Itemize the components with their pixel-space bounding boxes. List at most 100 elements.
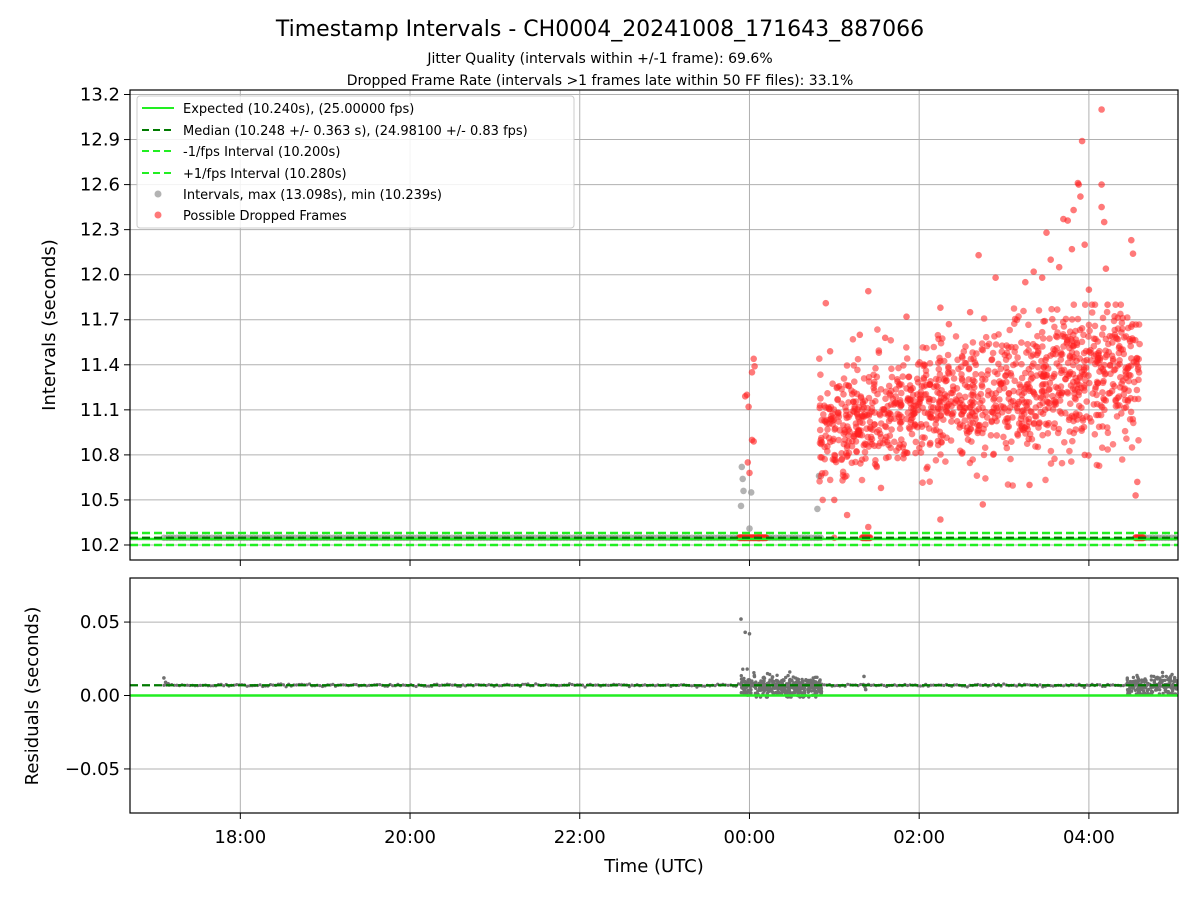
dropped-frame-point	[1005, 390, 1013, 397]
dropped-frame-point	[1095, 423, 1103, 431]
dropped-frame-point	[886, 432, 894, 440]
dropped-frame-point	[944, 369, 952, 376]
dropped-frame-point	[1034, 363, 1042, 371]
dropped-frame-point	[1053, 360, 1060, 367]
dropped-frame-point	[1031, 391, 1038, 398]
residual-point	[800, 686, 805, 691]
dropped-frame-point	[949, 409, 957, 417]
dropped-frame-point	[906, 382, 914, 389]
dropped-frame-point	[1098, 331, 1106, 338]
dropped-frame-point	[848, 442, 856, 450]
dropped-frame-point	[1125, 387, 1132, 395]
dropped-frame-point	[916, 398, 923, 406]
dropped-frame-point	[1025, 321, 1032, 329]
residual-point	[163, 680, 168, 685]
dropped-frame-point	[914, 361, 922, 368]
dropped-frame-point	[979, 501, 987, 508]
dropped-frame-point	[926, 395, 933, 403]
dropped-frame-point	[831, 496, 838, 504]
dropped-frame-point	[1000, 384, 1008, 392]
dropped-frame-point	[829, 410, 836, 417]
dropped-frame-point	[937, 451, 944, 458]
residual-point	[474, 683, 478, 687]
dropped-frame-point	[937, 438, 945, 446]
dropped-frame-point	[1018, 420, 1025, 428]
dropped-frame-point	[1047, 460, 1055, 467]
dropped-frame-point	[1032, 443, 1039, 450]
dropped-frame-point	[968, 438, 975, 445]
dropped-frame-point	[992, 341, 1000, 348]
dropped-frame-point	[1046, 335, 1053, 342]
intervals-axes-frame	[129, 89, 1179, 561]
dropped-frame-point	[1015, 398, 1023, 406]
dropped-frame-point	[939, 335, 946, 342]
dropped-frame-point	[1028, 352, 1035, 360]
dropped-frame-point	[1083, 398, 1090, 405]
dropped-frame-point	[1098, 444, 1106, 452]
dropped-frame-point	[838, 385, 845, 393]
dropped-frame-point	[972, 370, 979, 378]
intervals-y-tick-label: 11.1	[80, 400, 120, 421]
residual-point	[1082, 685, 1086, 690]
dropped-frame-point	[1135, 355, 1142, 363]
residual-point	[1157, 684, 1162, 688]
residual-point	[1025, 683, 1029, 687]
dropped-frame-point	[1067, 382, 1075, 389]
residual-point	[869, 683, 873, 688]
dropped-frame-point	[976, 399, 984, 407]
dropped-frame-point	[879, 406, 886, 413]
dropped-frame-point	[1086, 379, 1093, 387]
x-tick-label: 04:00	[1063, 827, 1115, 848]
dropped-frame-point	[1097, 411, 1105, 419]
dropped-frame-point	[903, 355, 911, 362]
dropped-frame-point	[1074, 315, 1082, 323]
intervals-panel: 10.2 10.5 10.8 11.1 11.4 11.7 12.0 12.3 12.6 12.9…	[39, 85, 1179, 566]
dropped-frame-point	[888, 426, 895, 433]
residual-point	[461, 683, 465, 687]
dropped-frame-point	[1080, 423, 1088, 431]
dropped-frame-point	[934, 389, 941, 396]
dropped-frame-point	[885, 453, 892, 461]
dropped-frame-point	[1018, 374, 1026, 382]
dropped-frame-point	[846, 428, 853, 435]
dropped-frame-point	[997, 365, 1005, 373]
dropped-frame-point	[904, 395, 912, 402]
dropped-frame-point	[1043, 229, 1050, 236]
dropped-frame-point	[1111, 383, 1118, 390]
dropped-frame-point	[849, 336, 857, 343]
residual-point	[800, 691, 805, 695]
residual-point	[318, 684, 322, 688]
dropped-frame-point	[1055, 263, 1063, 271]
dropped-frame-point	[836, 427, 844, 434]
dropped-frame-point	[1027, 376, 1035, 383]
dropped-frame-point	[936, 354, 943, 362]
dropped-frame-point	[821, 417, 828, 425]
dropped-frame-point	[926, 413, 934, 421]
residual-point	[777, 686, 782, 691]
dropped-frame-point	[1070, 206, 1077, 214]
residual-point	[775, 679, 780, 683]
intervals-x-ticks	[239, 560, 1090, 566]
dropped-frame-point	[845, 413, 852, 421]
dropped-frame-point	[1127, 408, 1135, 416]
dropped-frame-point	[979, 429, 986, 437]
dropped-frame-point	[1132, 492, 1139, 499]
chart-subtitle-jitter: Jitter Quality (intervals within +/-1 fr…	[426, 51, 772, 67]
dropped-frame-point	[1102, 335, 1110, 343]
interval-point	[740, 487, 747, 495]
dropped-frame-point	[858, 476, 866, 484]
dropped-frame-point	[953, 397, 961, 405]
x-tick-label: 18:00	[214, 827, 266, 848]
dropped-frame-point	[1098, 203, 1105, 211]
dropped-frame-point	[994, 370, 1001, 378]
dropped-frame-point	[865, 287, 872, 295]
dropped-frame-point	[968, 397, 976, 405]
residual-point	[1170, 672, 1174, 677]
dropped-frame-point	[1092, 385, 1099, 393]
dropped-frame-point	[930, 343, 938, 351]
dropped-frame-point	[1060, 323, 1068, 330]
dropped-frame-point	[944, 351, 952, 359]
dropped-frame-point	[1059, 332, 1066, 340]
dropped-frame-point	[1026, 384, 1033, 391]
dropped-frame-point	[843, 362, 851, 369]
